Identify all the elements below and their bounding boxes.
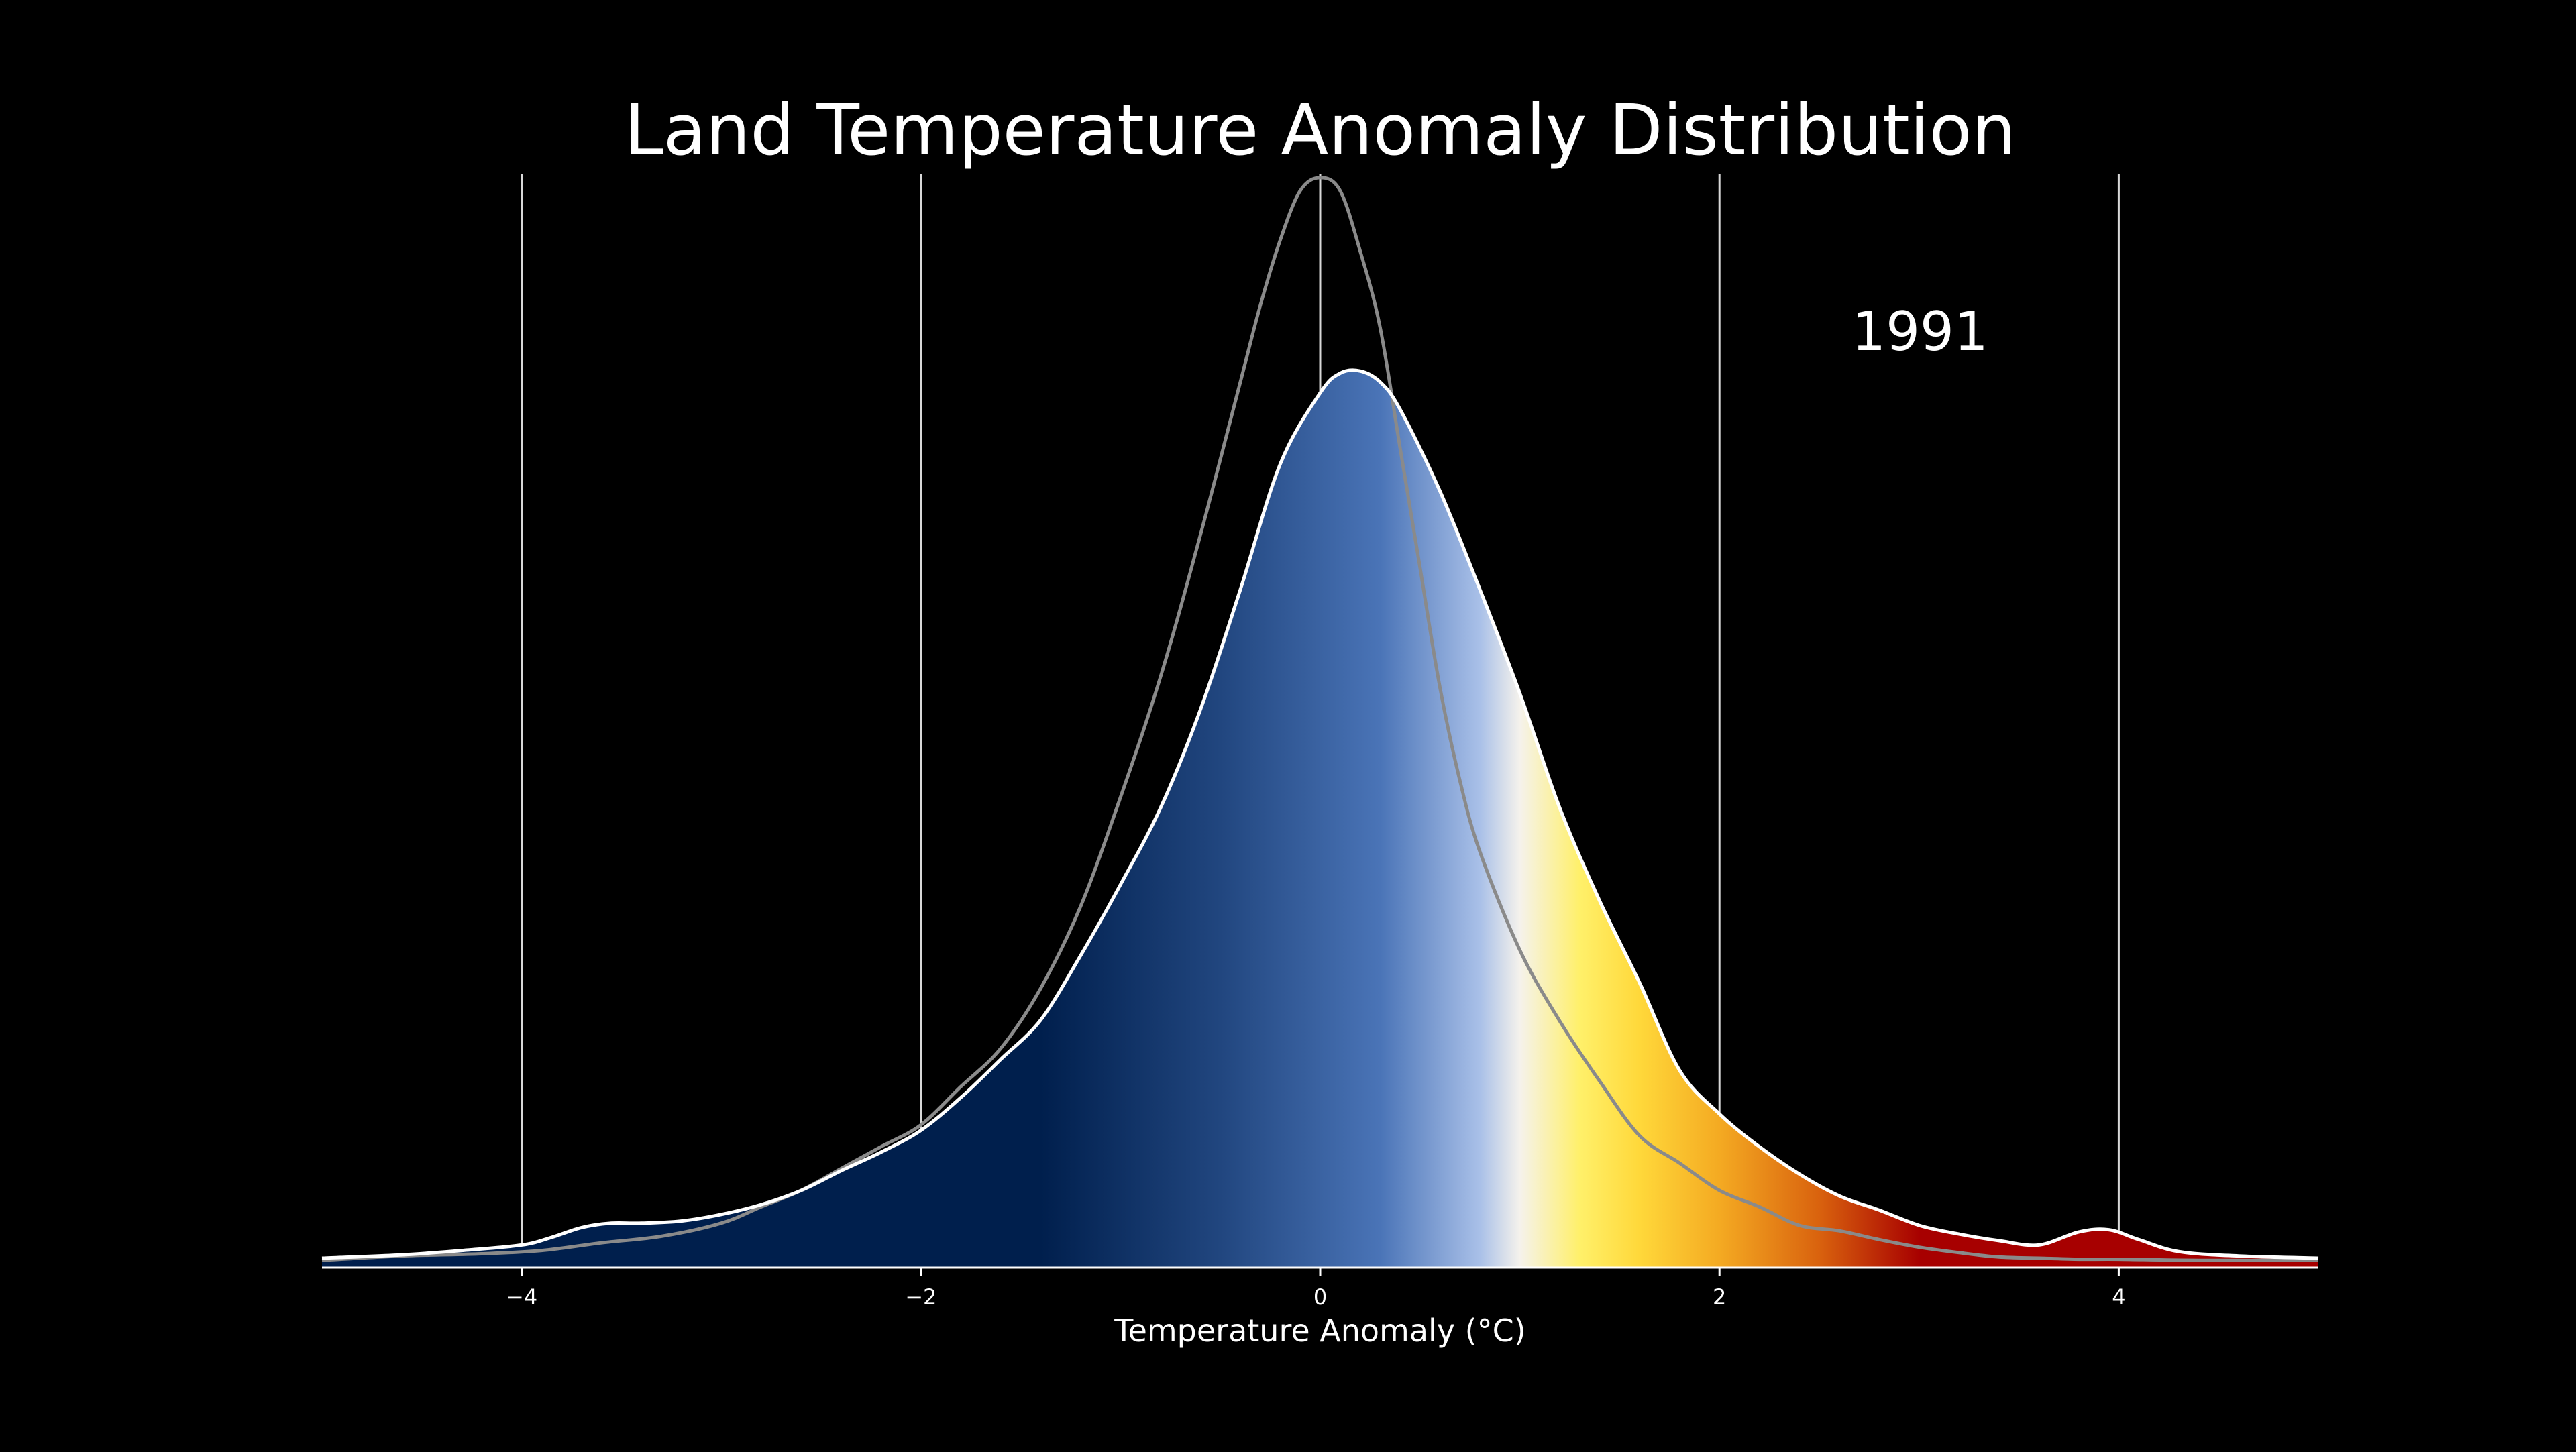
x-tick-label: 4 <box>2112 1284 2125 1310</box>
distribution-line-layer <box>321 176 2319 1262</box>
current-distribution-area <box>322 370 2318 1267</box>
x-tick-label: −4 <box>506 1284 537 1310</box>
x-axis-label: Temperature Anomaly (°C) <box>1114 1313 1525 1349</box>
current-distribution-line <box>321 368 2319 1260</box>
x-axis-ticks: −4 −2 0 2 4 <box>506 1268 2126 1310</box>
x-tick-label: 0 <box>1313 1284 1327 1310</box>
x-tick-label: −2 <box>905 1284 936 1310</box>
chart-title: Land Temperature Anomaly Distribution <box>625 89 2016 171</box>
x-tick-label: 2 <box>1713 1284 1726 1310</box>
year-annotation: 1991 <box>1851 300 1988 363</box>
distribution-fill-layer <box>322 370 2318 1267</box>
